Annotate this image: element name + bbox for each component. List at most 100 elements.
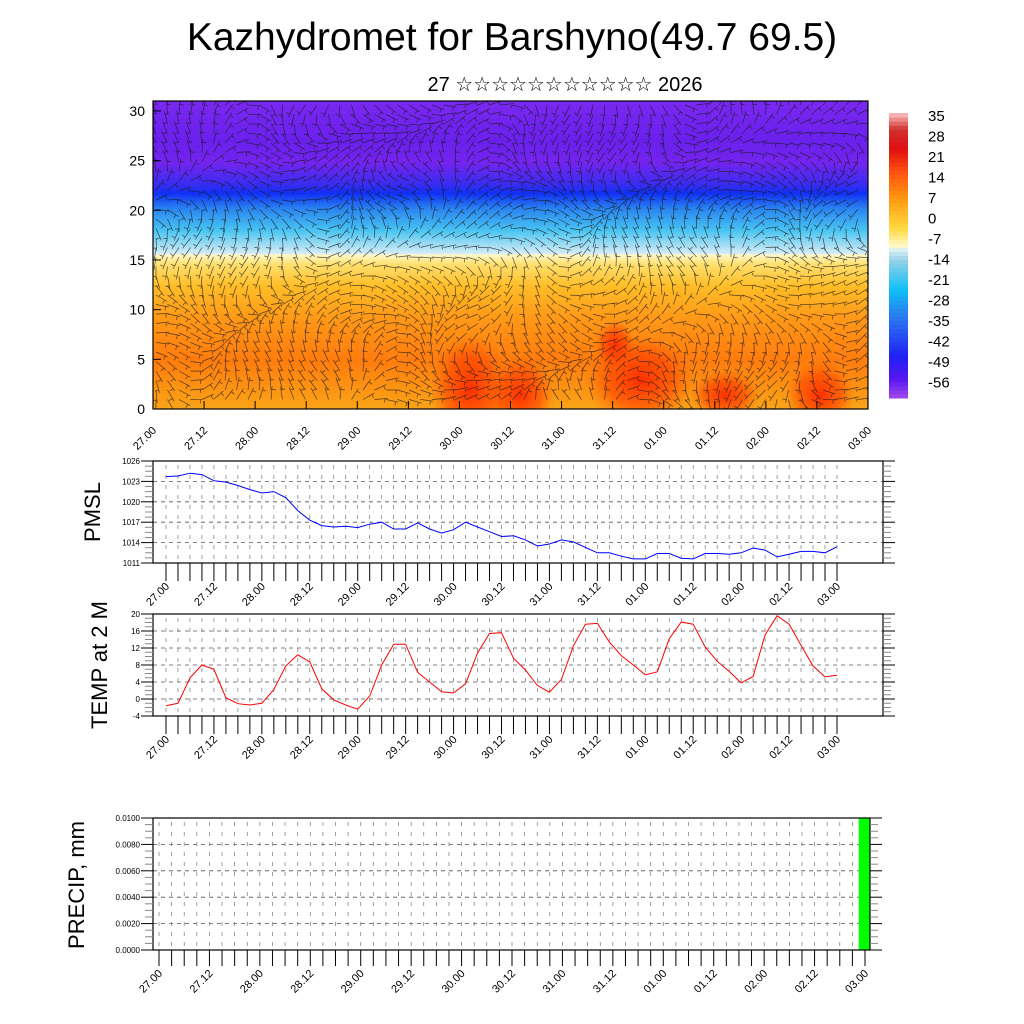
x-tick-label: 29.12 bbox=[384, 581, 412, 609]
temp-panel: -4 0 4 8 12 16 20 27.00 27.12 28.00 28.12 29.00 29.1… bbox=[87, 601, 895, 762]
x-tick-label: 27.00 bbox=[137, 968, 165, 996]
colorbar-band bbox=[889, 308, 908, 313]
x-tick-label: 02.00 bbox=[744, 425, 772, 453]
colorbar-band bbox=[889, 129, 908, 134]
colorbar-band bbox=[889, 133, 908, 138]
x-tick-label: 29.00 bbox=[339, 968, 367, 996]
colorbar-band bbox=[889, 304, 908, 309]
colorbar-band bbox=[889, 275, 908, 281]
x-tick-label: 29.00 bbox=[336, 734, 364, 762]
y-tick-label: 0.0000 bbox=[116, 946, 141, 955]
x-tick-label: 03.00 bbox=[815, 581, 843, 609]
y-tick-label: 15 bbox=[129, 252, 145, 268]
colorbar-band bbox=[889, 190, 908, 195]
y-tick-label: 4 bbox=[136, 678, 141, 687]
x-tick-label: 30.12 bbox=[480, 581, 508, 609]
colorbar-band bbox=[889, 255, 908, 261]
x-tick-label: 31.00 bbox=[528, 581, 556, 609]
colorbar-band bbox=[889, 141, 908, 147]
x-tick-label: 28.12 bbox=[288, 734, 316, 762]
x-tick-label: 31.12 bbox=[591, 968, 619, 996]
colorbar-band bbox=[889, 194, 908, 199]
colorbar-band bbox=[889, 113, 908, 118]
x-tick-label: 01.00 bbox=[623, 581, 651, 609]
x-tick-label: 30.00 bbox=[432, 581, 460, 609]
x-tick-label: 28.12 bbox=[288, 968, 316, 996]
colorbar-band bbox=[889, 227, 908, 232]
x-tick-label: 03.00 bbox=[815, 734, 843, 762]
series-line bbox=[165, 614, 838, 710]
colorbar-band bbox=[889, 377, 908, 383]
colorbar-band bbox=[889, 161, 908, 167]
x-tick-label: 02.12 bbox=[793, 968, 821, 996]
precip-bar bbox=[858, 818, 870, 950]
x-tick-label: 30.12 bbox=[480, 734, 508, 762]
x-tick-label: 27.00 bbox=[131, 425, 159, 453]
colorbar-band bbox=[889, 153, 908, 159]
colorbar-label: -14 bbox=[928, 252, 950, 269]
x-tick-label: 30.00 bbox=[440, 968, 468, 996]
y-tick-label: 1011 bbox=[123, 559, 141, 568]
colorbar-band bbox=[889, 296, 908, 301]
colorbar-band bbox=[889, 186, 908, 191]
colorbar-band bbox=[889, 165, 908, 171]
colorbar-label: 35 bbox=[928, 108, 945, 125]
colorbar-band bbox=[889, 373, 908, 379]
y-tick-label: 0 bbox=[136, 695, 141, 704]
colorbar-band bbox=[889, 284, 908, 289]
colorbar-band bbox=[889, 243, 908, 248]
plot-frame bbox=[152, 817, 871, 951]
colorbar-band bbox=[889, 271, 908, 277]
y-tick-label: 16 bbox=[131, 627, 140, 636]
colorbar-band bbox=[889, 381, 908, 387]
colorbar-band bbox=[889, 206, 908, 212]
page-subtitle: 27 ☆☆☆☆☆☆☆☆☆☆☆ 2026 bbox=[427, 74, 703, 96]
colorbar-band bbox=[889, 121, 908, 126]
series-line bbox=[165, 472, 838, 560]
precip-bars bbox=[858, 818, 870, 950]
colorbar-band bbox=[889, 369, 908, 375]
colorbar-band bbox=[889, 353, 908, 358]
y-tick-label: 20 bbox=[131, 610, 140, 619]
colorbar-band bbox=[889, 218, 908, 224]
y-axis-title: PMSL bbox=[80, 482, 105, 542]
warm-core bbox=[785, 360, 855, 409]
x-tick-label: 27.12 bbox=[188, 968, 216, 996]
colorbar-band bbox=[889, 117, 908, 122]
y-tick-label: 20 bbox=[129, 202, 145, 218]
colorbar-band bbox=[889, 263, 908, 269]
x-tick-label: 27.12 bbox=[192, 581, 220, 609]
x-tick-label: 28.00 bbox=[240, 734, 268, 762]
x-tick-label: 02.00 bbox=[719, 581, 747, 609]
x-tick-label: 03.00 bbox=[843, 968, 871, 996]
colorbar-band bbox=[889, 210, 908, 216]
colorbar-band bbox=[889, 385, 908, 391]
y-tick-label: 30 bbox=[129, 103, 145, 119]
y-tick-label: 0 bbox=[137, 401, 145, 417]
colorbar-band bbox=[889, 178, 908, 183]
x-tick-label: 29.00 bbox=[335, 425, 363, 453]
colorbar-band bbox=[889, 300, 908, 305]
y-axis-title: TEMP at 2 M bbox=[87, 601, 112, 729]
colorbar-band bbox=[889, 145, 908, 151]
y-tick-label: 25 bbox=[129, 153, 145, 169]
colorbar-band bbox=[889, 336, 908, 342]
warm-core bbox=[485, 355, 555, 409]
colorbar-band bbox=[889, 341, 908, 346]
x-tick-label: 27.12 bbox=[192, 734, 220, 762]
colorbar-label: 0 bbox=[928, 211, 936, 228]
colorbar-band bbox=[889, 393, 908, 399]
y-tick-label: 0.0020 bbox=[116, 920, 141, 929]
colorbar-label: 28 bbox=[928, 129, 945, 146]
y-tick-label: 12 bbox=[131, 644, 140, 653]
colorbar-band bbox=[889, 251, 908, 256]
colorbar-band bbox=[889, 389, 908, 395]
x-tick-label: 28.00 bbox=[238, 968, 266, 996]
colorbar-band bbox=[889, 149, 908, 155]
y-tick-label: 1023 bbox=[122, 477, 140, 486]
warm-core bbox=[690, 370, 760, 409]
x-tick-label: 02.00 bbox=[719, 734, 747, 762]
colorbar-band bbox=[889, 214, 908, 220]
x-tick-label: 31.12 bbox=[591, 425, 619, 453]
x-tick-label: 28.12 bbox=[284, 425, 312, 453]
